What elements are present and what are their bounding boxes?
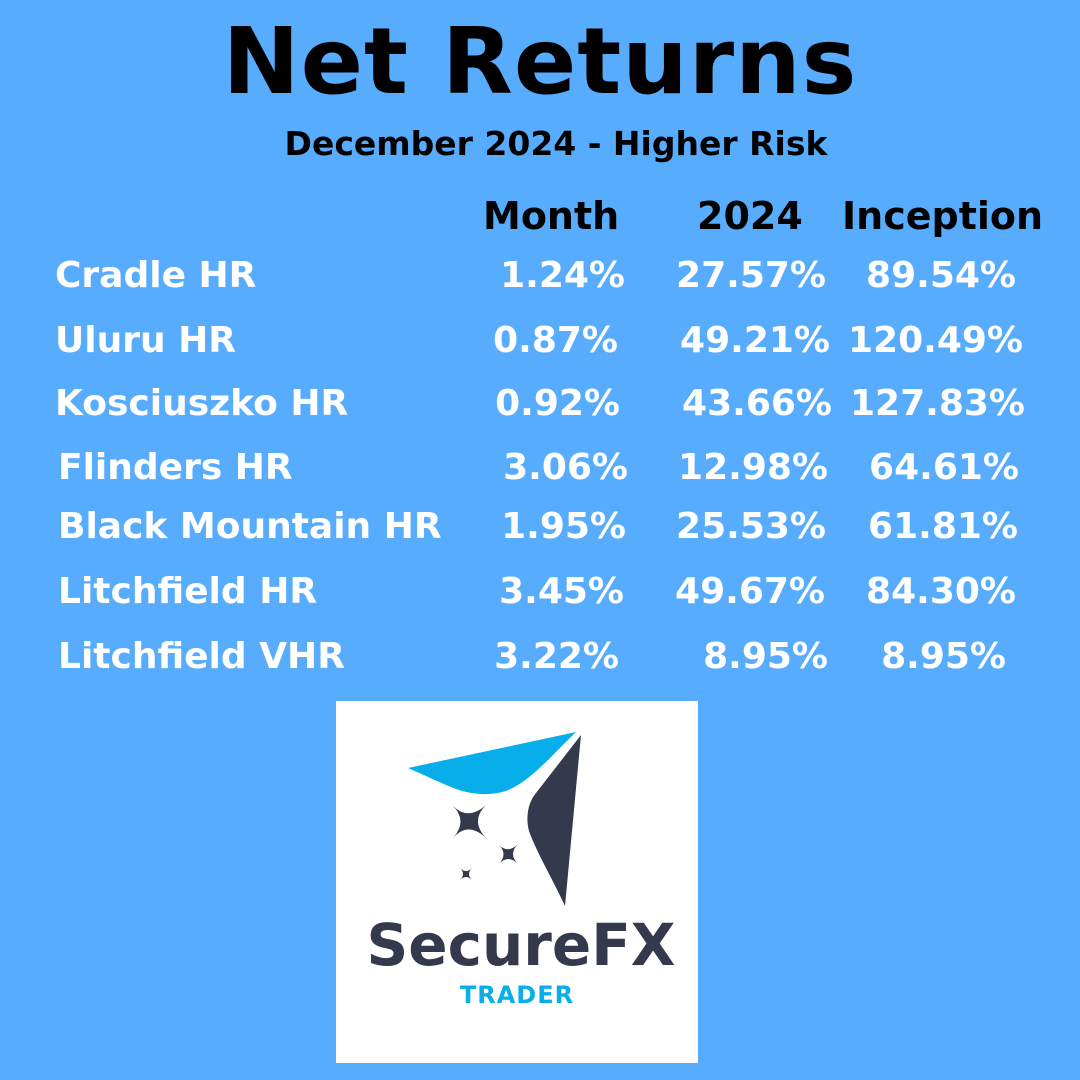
table-row: Uluru HR 0.87% 49.21% 120.49% [0, 320, 1080, 366]
fund-name: Litchfield HR [58, 571, 318, 612]
table-row: Kosciuszko HR 0.92% 43.66% 127.83% [0, 383, 1080, 429]
fund-name: Black Mountain HR [58, 506, 442, 547]
table-row: Litchfield VHR 3.22% 8.95% 8.95% [0, 636, 1080, 682]
fund-name: Flinders HR [58, 447, 293, 488]
page-title: Net Returns [222, 8, 858, 115]
column-header-month: Month [483, 194, 620, 238]
inception-return: 64.61% [869, 447, 1019, 488]
year-return: 25.53% [676, 506, 826, 547]
year-return: 27.57% [676, 255, 826, 296]
fund-name: Uluru HR [55, 320, 236, 361]
column-header-inception: Inception [842, 194, 1044, 238]
table-row: Cradle HR 1.24% 27.57% 89.54% [0, 255, 1080, 301]
month-return: 0.92% [495, 383, 620, 424]
fund-name: Kosciuszko HR [55, 383, 349, 424]
fund-name: Cradle HR [55, 255, 257, 296]
inception-return: 120.49% [848, 320, 1023, 361]
page-subtitle: December 2024 - Higher Risk [284, 124, 828, 163]
month-return: 1.24% [500, 255, 625, 296]
table-row: Flinders HR 3.06% 12.98% 64.61% [0, 447, 1080, 493]
year-return: 43.66% [682, 383, 832, 424]
securefx-logo: SecureFX TRADER [336, 701, 698, 1063]
month-return: 1.95% [501, 506, 626, 547]
column-header-2024: 2024 [697, 194, 803, 238]
fund-name: Litchfield VHR [58, 636, 345, 677]
year-return: 49.21% [680, 320, 830, 361]
month-return: 0.87% [493, 320, 618, 361]
inception-return: 84.30% [866, 571, 1016, 612]
logo-tagline: TRADER [459, 981, 575, 1009]
year-return: 12.98% [678, 447, 828, 488]
year-return: 49.67% [675, 571, 825, 612]
inception-return: 8.95% [881, 636, 1006, 677]
inception-return: 89.54% [866, 255, 1016, 296]
month-return: 3.45% [499, 571, 624, 612]
table-row: Black Mountain HR 1.95% 25.53% 61.81% [0, 506, 1080, 552]
table-row: Litchfield HR 3.45% 49.67% 84.30% [0, 571, 1080, 617]
month-return: 3.22% [494, 636, 619, 677]
month-return: 3.06% [503, 447, 628, 488]
year-return: 8.95% [703, 636, 828, 677]
logo-wordmark: SecureFX [366, 911, 676, 979]
paper-plane-icon [408, 732, 581, 906]
inception-return: 127.83% [850, 383, 1025, 424]
inception-return: 61.81% [868, 506, 1018, 547]
